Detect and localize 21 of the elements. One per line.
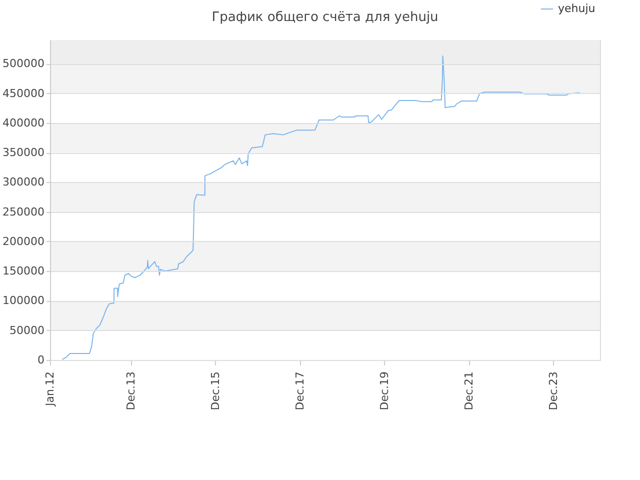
x-tick-label: Dec.21 (462, 372, 476, 410)
y-tick-label: 0 (38, 354, 44, 366)
y-tick-label: 250000 (2, 205, 44, 218)
x-tick-label: Dec.13 (124, 372, 138, 410)
legend-label: yehuju (558, 2, 596, 15)
line-series (62, 56, 580, 360)
x-tick-label: Dec.19 (378, 372, 391, 410)
y-tick-label: 150000 (2, 264, 44, 278)
y-tick-label: 300000 (2, 176, 44, 189)
x-tick-label: Dec.15 (208, 372, 222, 410)
y-tick-label: 200000 (2, 234, 44, 248)
y-tick-label: 450000 (2, 86, 44, 100)
y-tick-label: 500000 (2, 57, 44, 70)
y-tick-label: 400000 (2, 116, 44, 130)
y-tick-label: 50000 (10, 324, 44, 337)
y-tick-label: 350000 (2, 146, 44, 160)
x-tick-label: Dec.23 (546, 372, 560, 410)
x-tick-label: Dec.17 (293, 372, 306, 410)
x-tick-label: Jan.12 (44, 372, 56, 407)
y-tick-label: 100000 (2, 294, 44, 308)
chart-title: График общего счёта для yehuju (212, 10, 438, 25)
